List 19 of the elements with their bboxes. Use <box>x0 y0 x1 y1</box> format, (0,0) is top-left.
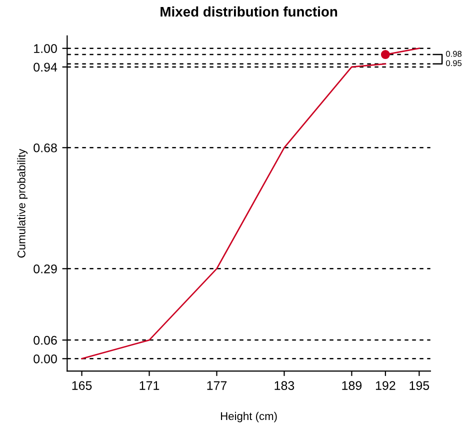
x-tick-label: 171 <box>140 381 160 390</box>
y-tick-label: 1.00 <box>34 44 57 54</box>
ref-line-label: 0.98 <box>446 50 462 57</box>
ref-line-label: 0.95 <box>446 60 462 66</box>
x-tick-label: 183 <box>274 381 294 390</box>
x-tick-label: 177 <box>207 381 227 390</box>
y-tick-label: 0.06 <box>34 336 57 345</box>
x-tick-label: 165 <box>72 381 92 390</box>
x-tick-label: 195 <box>410 381 430 390</box>
x-tick-label: 192 <box>376 381 396 390</box>
line-series <box>81 63 386 360</box>
y-tick-label: 0.94 <box>34 62 58 72</box>
x-tick-label: 189 <box>342 381 362 390</box>
y-tick-label: 0.68 <box>34 143 57 152</box>
y-axis-title: Cumulative probability <box>17 148 28 258</box>
y-tick-label: 0.00 <box>34 354 57 364</box>
chart-title: Mixed distribution function <box>160 6 338 17</box>
y-tick-label: 0.29 <box>34 264 57 274</box>
x-axis-title: Height (cm) <box>221 412 277 422</box>
